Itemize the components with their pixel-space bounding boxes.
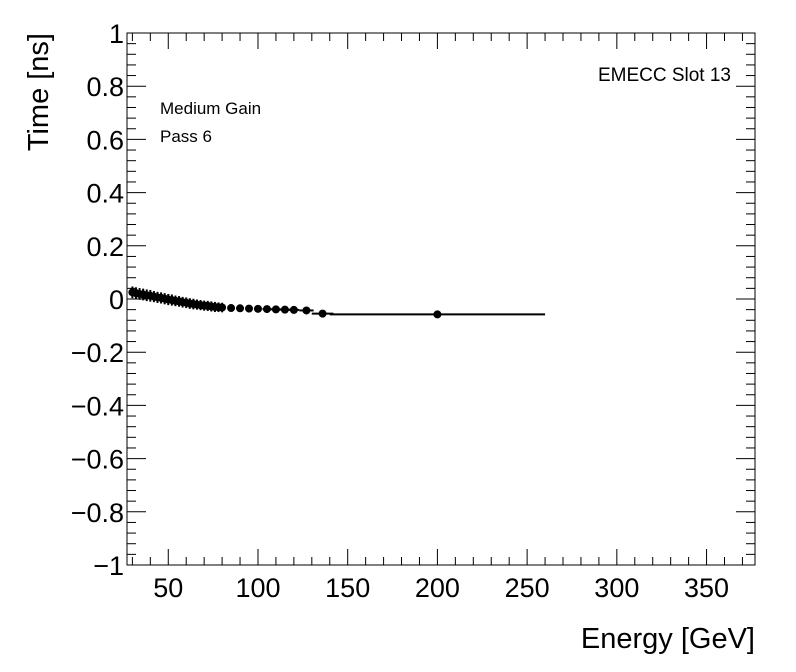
y-tick-label: 0.6 [86,125,124,155]
y-tick-label: −0.8 [71,498,124,528]
data-point [299,306,314,315]
marker [245,304,254,313]
data-point [218,302,227,313]
y-tick-label: −1 [93,551,124,581]
y-tick-label: −0.2 [71,338,124,368]
gain-annotation: Medium Gain [160,99,261,118]
marker [289,305,298,314]
pass-annotation: Pass 6 [160,127,212,146]
marker [433,310,442,319]
data-point [262,305,272,314]
x-axis-label: Energy [GeV] [581,623,755,655]
x-tick-label: 300 [594,573,639,603]
y-tick-label: −0.6 [71,445,124,475]
data-point [227,304,236,313]
y-tick-label: 1 [109,19,124,49]
y-axis-label: Time [ns] [23,33,55,151]
marker [302,306,311,315]
marker [271,305,280,314]
data-point [236,304,245,313]
marker [253,304,262,313]
data-point [288,305,300,314]
y-tick-label: 0.2 [86,232,124,262]
x-tick-label: 50 [153,573,183,603]
data-point [270,305,282,314]
x-tick-label: 250 [505,573,550,603]
tick-labels: 50 100 150 200 250 300 350 −1 −0.8 −0.6 −0.4 −0.2 0 0… [71,19,729,603]
marker [280,305,289,314]
marker [227,304,236,313]
x-tick-label: 100 [235,573,280,603]
marker [318,309,327,318]
x-tick-label: 200 [415,573,460,603]
marker [236,304,245,313]
marker [262,305,271,314]
x-tick-label: 150 [325,573,370,603]
axis-ticks [127,32,755,566]
data-points [128,286,546,319]
data-point [329,310,546,319]
y-tick-label: 0.8 [86,72,124,102]
slot-annotation: EMECC Slot 13 [598,65,731,86]
y-tick-label: 0.4 [86,179,124,209]
data-point [245,304,254,313]
x-tick-label: 350 [684,573,729,603]
data-point [311,309,334,318]
y-tick-label: −0.4 [71,391,124,421]
data-point [253,304,262,313]
y-tick-label: 0 [109,285,124,315]
marker [218,303,227,312]
